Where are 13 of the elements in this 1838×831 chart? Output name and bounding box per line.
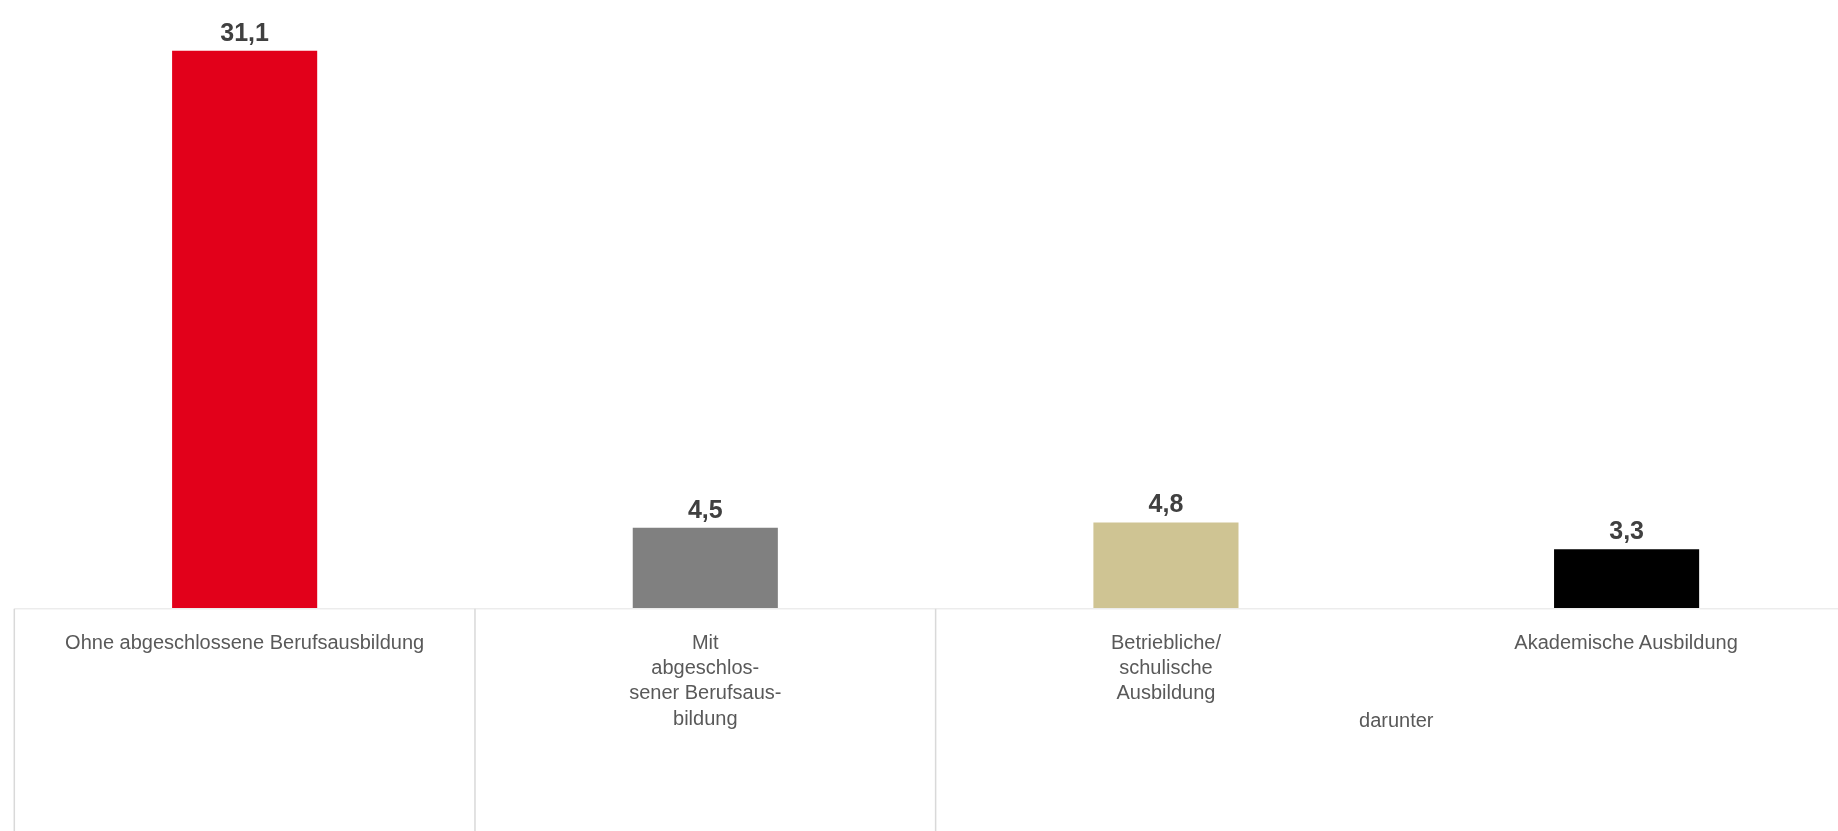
bar — [1093, 522, 1239, 608]
data-label: 4,5 — [687, 494, 723, 523]
x-tick-label: Betriebliche/ schulische Ausbildung — [1110, 630, 1222, 704]
x-tick-label: Ohne abgeschlossene Berufsausbildung — [65, 630, 425, 653]
bar — [1554, 549, 1700, 608]
bar — [172, 50, 318, 608]
data-label: 31,1 — [220, 17, 270, 46]
data-label: 3,3 — [1609, 516, 1644, 545]
data-label: 4,8 — [1148, 489, 1184, 518]
x-tick-label: Akademische Ausbildung — [1514, 630, 1738, 653]
bar — [632, 527, 778, 608]
text: darunter — [1359, 709, 1434, 731]
x-tick-label: Mit abgeschlos- sener Berufsaus- bildung — [629, 630, 782, 729]
